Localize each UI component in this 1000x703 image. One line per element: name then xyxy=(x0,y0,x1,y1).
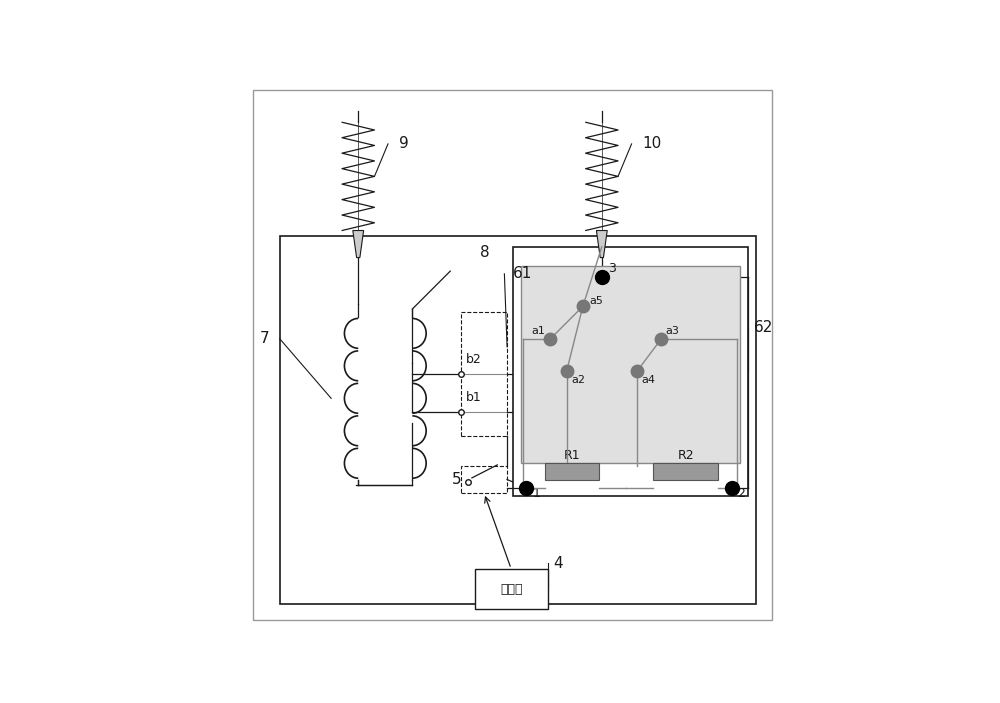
Bar xyxy=(475,569,548,610)
Text: 1: 1 xyxy=(533,487,540,501)
Bar xyxy=(545,463,599,479)
Polygon shape xyxy=(353,231,364,257)
Text: b2: b2 xyxy=(465,353,481,366)
Text: 控制器: 控制器 xyxy=(500,583,522,595)
Text: a1: a1 xyxy=(531,326,545,337)
Text: 3: 3 xyxy=(608,262,616,275)
Text: a4: a4 xyxy=(641,375,655,385)
Bar xyxy=(461,466,507,493)
Text: 9: 9 xyxy=(399,136,409,151)
Text: 2: 2 xyxy=(737,487,745,501)
Text: a3: a3 xyxy=(666,326,680,337)
Text: 7: 7 xyxy=(259,331,269,347)
Text: 5: 5 xyxy=(451,472,461,487)
Text: 4: 4 xyxy=(553,556,563,571)
Bar xyxy=(653,463,718,479)
Text: 62: 62 xyxy=(753,321,773,335)
Bar xyxy=(461,311,507,436)
Text: a2: a2 xyxy=(571,375,585,385)
Bar xyxy=(280,236,756,604)
Text: R2: R2 xyxy=(677,449,694,463)
Text: b1: b1 xyxy=(465,391,481,404)
Polygon shape xyxy=(596,231,607,257)
Text: 10: 10 xyxy=(642,136,662,151)
Text: a5: a5 xyxy=(589,295,603,306)
Bar xyxy=(521,266,740,463)
Text: 8: 8 xyxy=(480,245,490,259)
Bar xyxy=(512,247,748,496)
Text: 61: 61 xyxy=(512,266,532,281)
Text: R1: R1 xyxy=(564,449,580,463)
